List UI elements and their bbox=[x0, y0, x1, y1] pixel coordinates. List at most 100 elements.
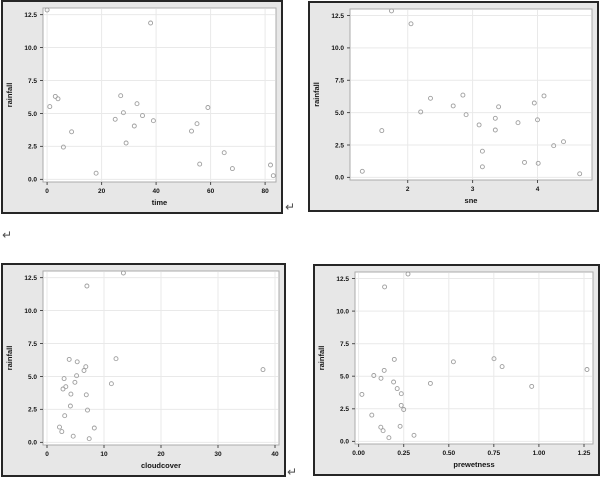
data-point bbox=[66, 356, 72, 362]
x-tick-label: 3 bbox=[471, 186, 475, 193]
data-point bbox=[492, 127, 498, 133]
data-point bbox=[450, 103, 456, 109]
data-point bbox=[584, 367, 590, 372]
data-point bbox=[197, 161, 203, 167]
x-tick-label: 10 bbox=[100, 451, 108, 458]
y-tick-label: 2.5 bbox=[28, 407, 37, 414]
data-point bbox=[205, 105, 211, 110]
data-point bbox=[84, 283, 90, 289]
data-point bbox=[47, 104, 53, 110]
y-tick-label: 12.5 bbox=[24, 275, 37, 282]
y-tick-label: 5.0 bbox=[340, 374, 349, 381]
data-point bbox=[379, 128, 385, 134]
data-point bbox=[382, 284, 388, 290]
data-point bbox=[70, 433, 76, 439]
scatter-panel-rainfall-vs-sne: 2 3 4 0.0 2.5 5.0 7.5 10.0 12.5 sne rainfall bbox=[308, 1, 599, 212]
data-point bbox=[221, 150, 227, 156]
data-point bbox=[522, 159, 527, 165]
data-point bbox=[515, 120, 521, 126]
x-axis-label: prewetness bbox=[453, 460, 494, 469]
y-tick-label: 7.5 bbox=[28, 341, 37, 348]
y-tick-label: 10.0 bbox=[24, 45, 37, 52]
data-point bbox=[391, 356, 397, 362]
data-point bbox=[398, 402, 404, 408]
data-point bbox=[108, 381, 114, 387]
data-point bbox=[150, 118, 156, 124]
x-tick-label: 0.75 bbox=[487, 450, 500, 457]
data-point bbox=[496, 104, 502, 110]
data-point bbox=[74, 373, 80, 379]
x-tick-label: 0.25 bbox=[397, 450, 410, 457]
y-tick-label: 0.0 bbox=[28, 440, 37, 447]
y-tick-label: 0.0 bbox=[335, 175, 344, 182]
data-point bbox=[529, 383, 535, 389]
data-point bbox=[391, 379, 397, 385]
data-point bbox=[394, 386, 400, 392]
x-tick-label: 40 bbox=[271, 451, 279, 458]
data-point bbox=[120, 270, 126, 276]
data-point bbox=[229, 166, 235, 172]
data-point bbox=[463, 112, 469, 118]
y-tick-label: 12.5 bbox=[336, 276, 349, 283]
data-point bbox=[194, 121, 200, 127]
y-tick-label: 0.0 bbox=[28, 177, 37, 184]
data-point bbox=[69, 129, 75, 135]
x-tick-label: 80 bbox=[261, 188, 269, 195]
data-point bbox=[189, 128, 194, 134]
data-point bbox=[378, 424, 384, 430]
data-point bbox=[52, 93, 58, 99]
scatter-plot: 2 3 4 0.0 2.5 5.0 7.5 10.0 12.5 sne rainfall bbox=[312, 8, 593, 205]
data-point bbox=[86, 436, 92, 442]
x-tick-label: 0 bbox=[45, 451, 49, 458]
y-tick-label: 7.5 bbox=[335, 78, 344, 85]
y-tick-label: 0.0 bbox=[340, 439, 349, 446]
x-tick-label: 0.50 bbox=[442, 450, 455, 457]
data-point bbox=[398, 391, 404, 397]
plot-area bbox=[42, 7, 277, 183]
data-point bbox=[531, 100, 537, 106]
x-tick-label: 40 bbox=[152, 188, 160, 195]
data-point bbox=[148, 20, 154, 26]
data-point bbox=[260, 367, 266, 373]
data-point bbox=[359, 391, 365, 397]
y-tick-label: 10.0 bbox=[336, 308, 349, 315]
y-tick-label: 12.5 bbox=[331, 13, 344, 20]
y-tick-label: 5.0 bbox=[335, 110, 344, 117]
x-tick-label: 1.00 bbox=[533, 450, 546, 457]
data-point bbox=[113, 356, 119, 362]
x-axis-label: time bbox=[152, 198, 167, 207]
data-point bbox=[492, 115, 498, 121]
data-point bbox=[131, 123, 137, 129]
y-axis-label: rainfall bbox=[5, 83, 14, 108]
x-axis-label: sne bbox=[465, 196, 478, 205]
data-point bbox=[428, 95, 433, 101]
chart-rainfall-vs-cloudcover: 0 10 20 30 40 0.0 2.5 5.0 7.5 10.0 12.5 cloudcover r… bbox=[3, 265, 284, 475]
data-point bbox=[460, 92, 466, 98]
scatter-plot: 0 10 20 30 40 0.0 2.5 5.0 7.5 10.0 12.5 cloudcover r… bbox=[5, 270, 280, 470]
data-point bbox=[499, 364, 505, 370]
x-tick-label: 0 bbox=[45, 188, 49, 195]
paragraph-return-mark: ↵ bbox=[285, 200, 296, 214]
data-point bbox=[418, 109, 424, 115]
data-point bbox=[401, 407, 407, 412]
scatter-panel-rainfall-vs-prewetness: 0.00 0.25 0.50 0.75 1.00 1.25 0.0 2.5 5.0 7.5 10.0… bbox=[313, 264, 600, 476]
data-point bbox=[60, 144, 66, 150]
data-point bbox=[55, 96, 61, 102]
data-point bbox=[57, 424, 62, 430]
data-point bbox=[386, 435, 392, 441]
plot-area bbox=[354, 271, 594, 445]
data-point bbox=[561, 139, 566, 145]
y-axis-label: rainfall bbox=[312, 82, 321, 107]
x-tick-label: 0.00 bbox=[352, 450, 365, 457]
y-tick-label: 5.0 bbox=[28, 374, 37, 381]
y-tick-label: 10.0 bbox=[24, 308, 37, 315]
paragraph-return-mark: ↵ bbox=[287, 465, 298, 479]
data-point bbox=[405, 271, 411, 277]
data-point bbox=[61, 376, 67, 382]
scatter-panel-rainfall-vs-time: 0 20 40 60 80 0.0 2.5 5.0 7.5 10.0 12.5 time rainfal… bbox=[1, 0, 283, 214]
data-point bbox=[378, 375, 384, 381]
data-point bbox=[411, 432, 417, 438]
data-point bbox=[91, 425, 97, 431]
data-point bbox=[123, 140, 129, 146]
data-point bbox=[74, 359, 80, 365]
